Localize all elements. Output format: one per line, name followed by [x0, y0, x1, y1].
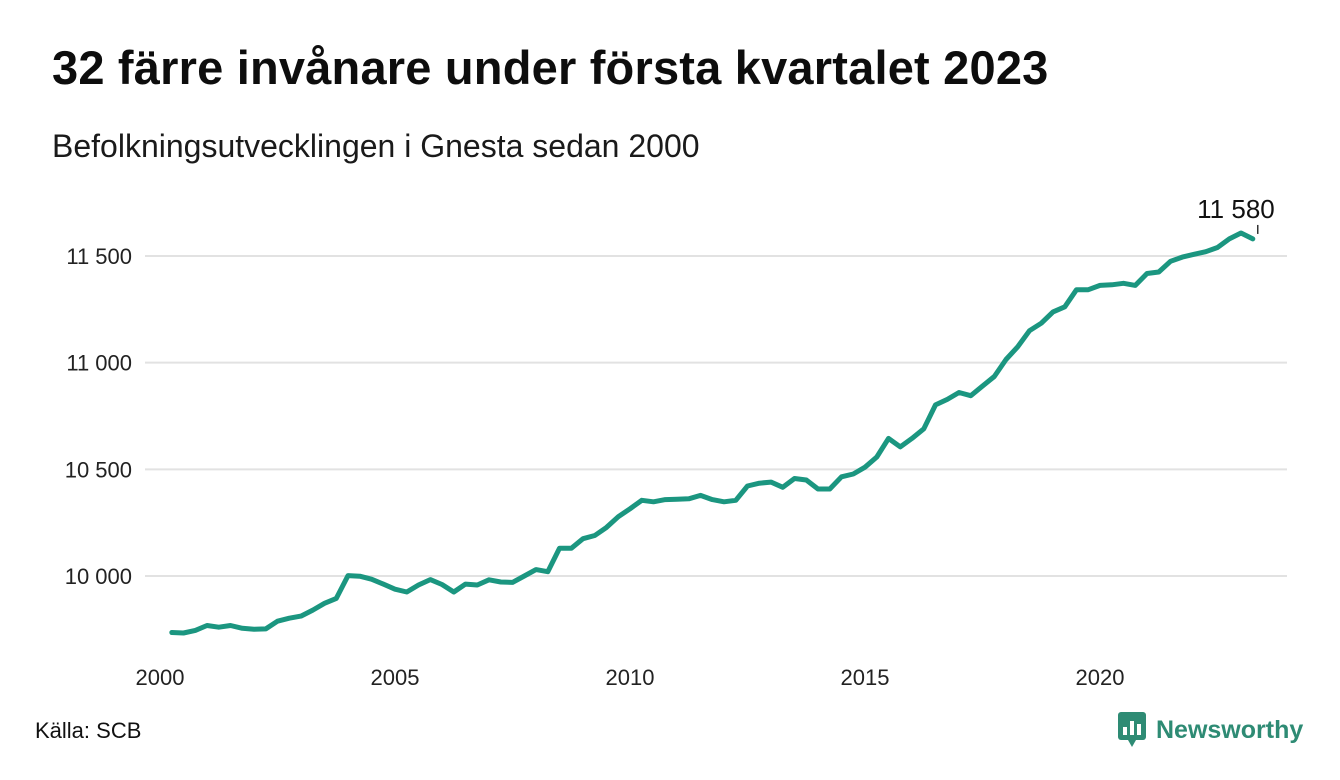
x-tick-label: 2010 [606, 665, 655, 690]
x-tick-label: 2000 [136, 665, 185, 690]
x-tick-label: 2015 [841, 665, 890, 690]
series-group [169, 230, 1256, 636]
series-line [169, 230, 1256, 636]
x-axis-labels: 2000 2005 2010 2015 2020 [136, 665, 1125, 690]
annotations: 11 580 [1197, 194, 1275, 234]
y-tick-label: 11 500 [66, 244, 132, 269]
brand-name: Newsworthy [1156, 715, 1304, 744]
x-tick-label: 2005 [371, 665, 420, 690]
y-tick-label: 11 000 [66, 351, 132, 376]
y-tick-label: 10 000 [65, 564, 132, 589]
y-axis-labels: 10 000 10 500 11 000 11 500 [65, 244, 132, 589]
brand-logo[interactable]: Newsworthy [1118, 712, 1303, 748]
y-tick-label: 10 500 [65, 457, 132, 482]
x-tick-label: 2020 [1076, 665, 1125, 690]
chart-title: 32 färre invånare under första kvartalet… [52, 41, 1049, 94]
newsworthy-logo-icon [1118, 712, 1146, 747]
end-value-label: 11 580 [1197, 194, 1275, 224]
source-note: Källa: SCB [35, 718, 142, 743]
chart-subtitle: Befolkningsutvecklingen i Gnesta sedan 2… [52, 128, 700, 164]
grid-lines [145, 255, 1287, 577]
